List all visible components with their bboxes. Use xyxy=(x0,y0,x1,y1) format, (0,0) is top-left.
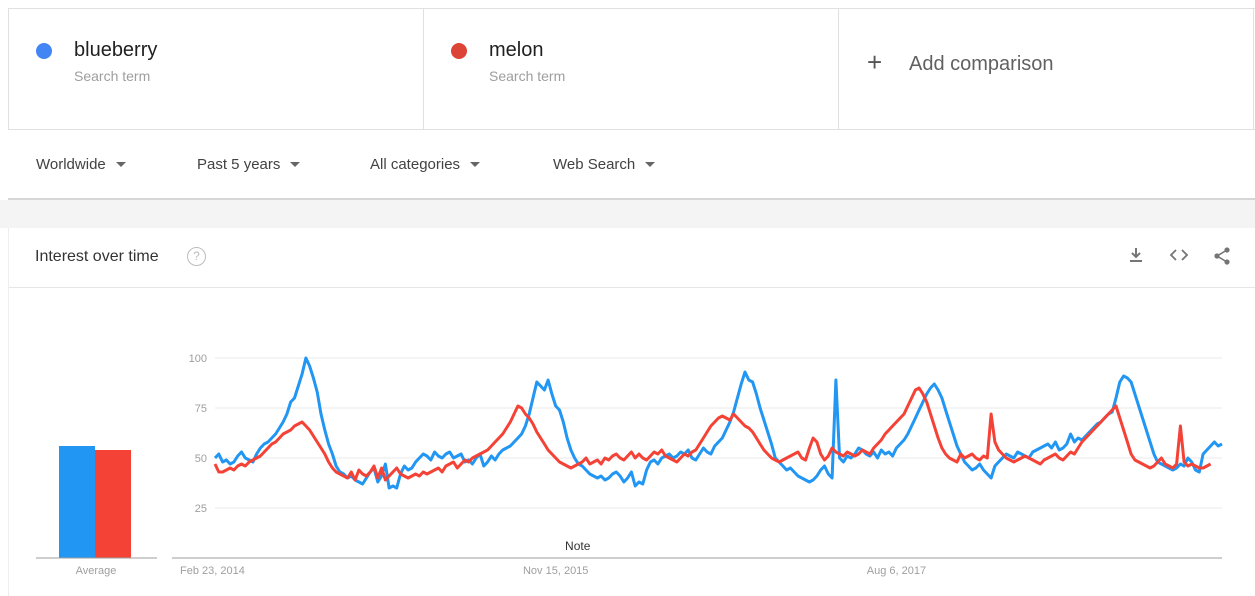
chevron-down-icon xyxy=(290,161,301,167)
add-comparison-button[interactable]: + Add comparison xyxy=(839,9,1254,129)
filter-time-range[interactable]: Past 5 years xyxy=(197,156,301,173)
interest-over-time-panel: Interest over time ? xyxy=(8,228,1255,596)
filter-category[interactable]: All categories xyxy=(370,156,481,173)
filter-label: Worldwide xyxy=(36,156,106,173)
average-label: Average xyxy=(76,565,117,577)
average-bar-blueberry xyxy=(59,446,95,558)
term-card-melon[interactable]: melon Search term xyxy=(424,9,839,129)
filter-location[interactable]: Worldwide xyxy=(36,156,126,173)
filter-search-type[interactable]: Web Search xyxy=(553,156,656,173)
term-name[interactable]: melon xyxy=(489,39,544,61)
y-tick-label: 75 xyxy=(195,403,207,415)
x-tick-label: Nov 15, 2015 xyxy=(523,565,588,577)
x-tick-label: Aug 6, 2017 xyxy=(867,565,926,577)
chevron-down-icon xyxy=(115,161,126,167)
series-line-blueberry xyxy=(213,356,1223,490)
term-color-dot xyxy=(451,43,467,59)
series-line-melon xyxy=(213,386,1212,482)
chevron-down-icon xyxy=(470,161,481,167)
filter-bar: Worldwide Past 5 years All categories We… xyxy=(8,130,1255,200)
term-color-dot xyxy=(36,43,52,59)
y-tick-label: 50 xyxy=(195,453,207,465)
term-name[interactable]: blueberry xyxy=(74,39,158,61)
x-tick-label: Feb 23, 2014 xyxy=(180,565,245,577)
term-card-blueberry[interactable]: blueberry Search term xyxy=(9,9,424,129)
download-icon[interactable] xyxy=(1128,246,1144,269)
panel-title: Interest over time xyxy=(35,248,159,265)
plus-icon: + xyxy=(867,47,883,77)
y-tick-label: 100 xyxy=(189,353,207,365)
help-icon[interactable]: ? xyxy=(187,247,206,266)
filter-label: All categories xyxy=(370,156,461,173)
search-terms: blueberry Search term melon Search term … xyxy=(8,8,1255,130)
add-comparison-label: Add comparison xyxy=(909,53,1054,75)
note-annotation: Note xyxy=(565,539,591,553)
average-bar-melon xyxy=(95,450,131,558)
share-icon[interactable] xyxy=(1212,246,1232,271)
section-divider xyxy=(0,200,1255,228)
panel-header: Interest over time ? xyxy=(9,228,1255,288)
filter-label: Past 5 years xyxy=(197,156,281,173)
filter-label: Web Search xyxy=(553,156,636,173)
term-type: Search term xyxy=(74,68,151,84)
embed-icon[interactable] xyxy=(1169,246,1189,269)
chevron-down-icon xyxy=(645,161,656,167)
y-tick-label: 25 xyxy=(195,503,207,515)
term-type: Search term xyxy=(489,68,566,84)
